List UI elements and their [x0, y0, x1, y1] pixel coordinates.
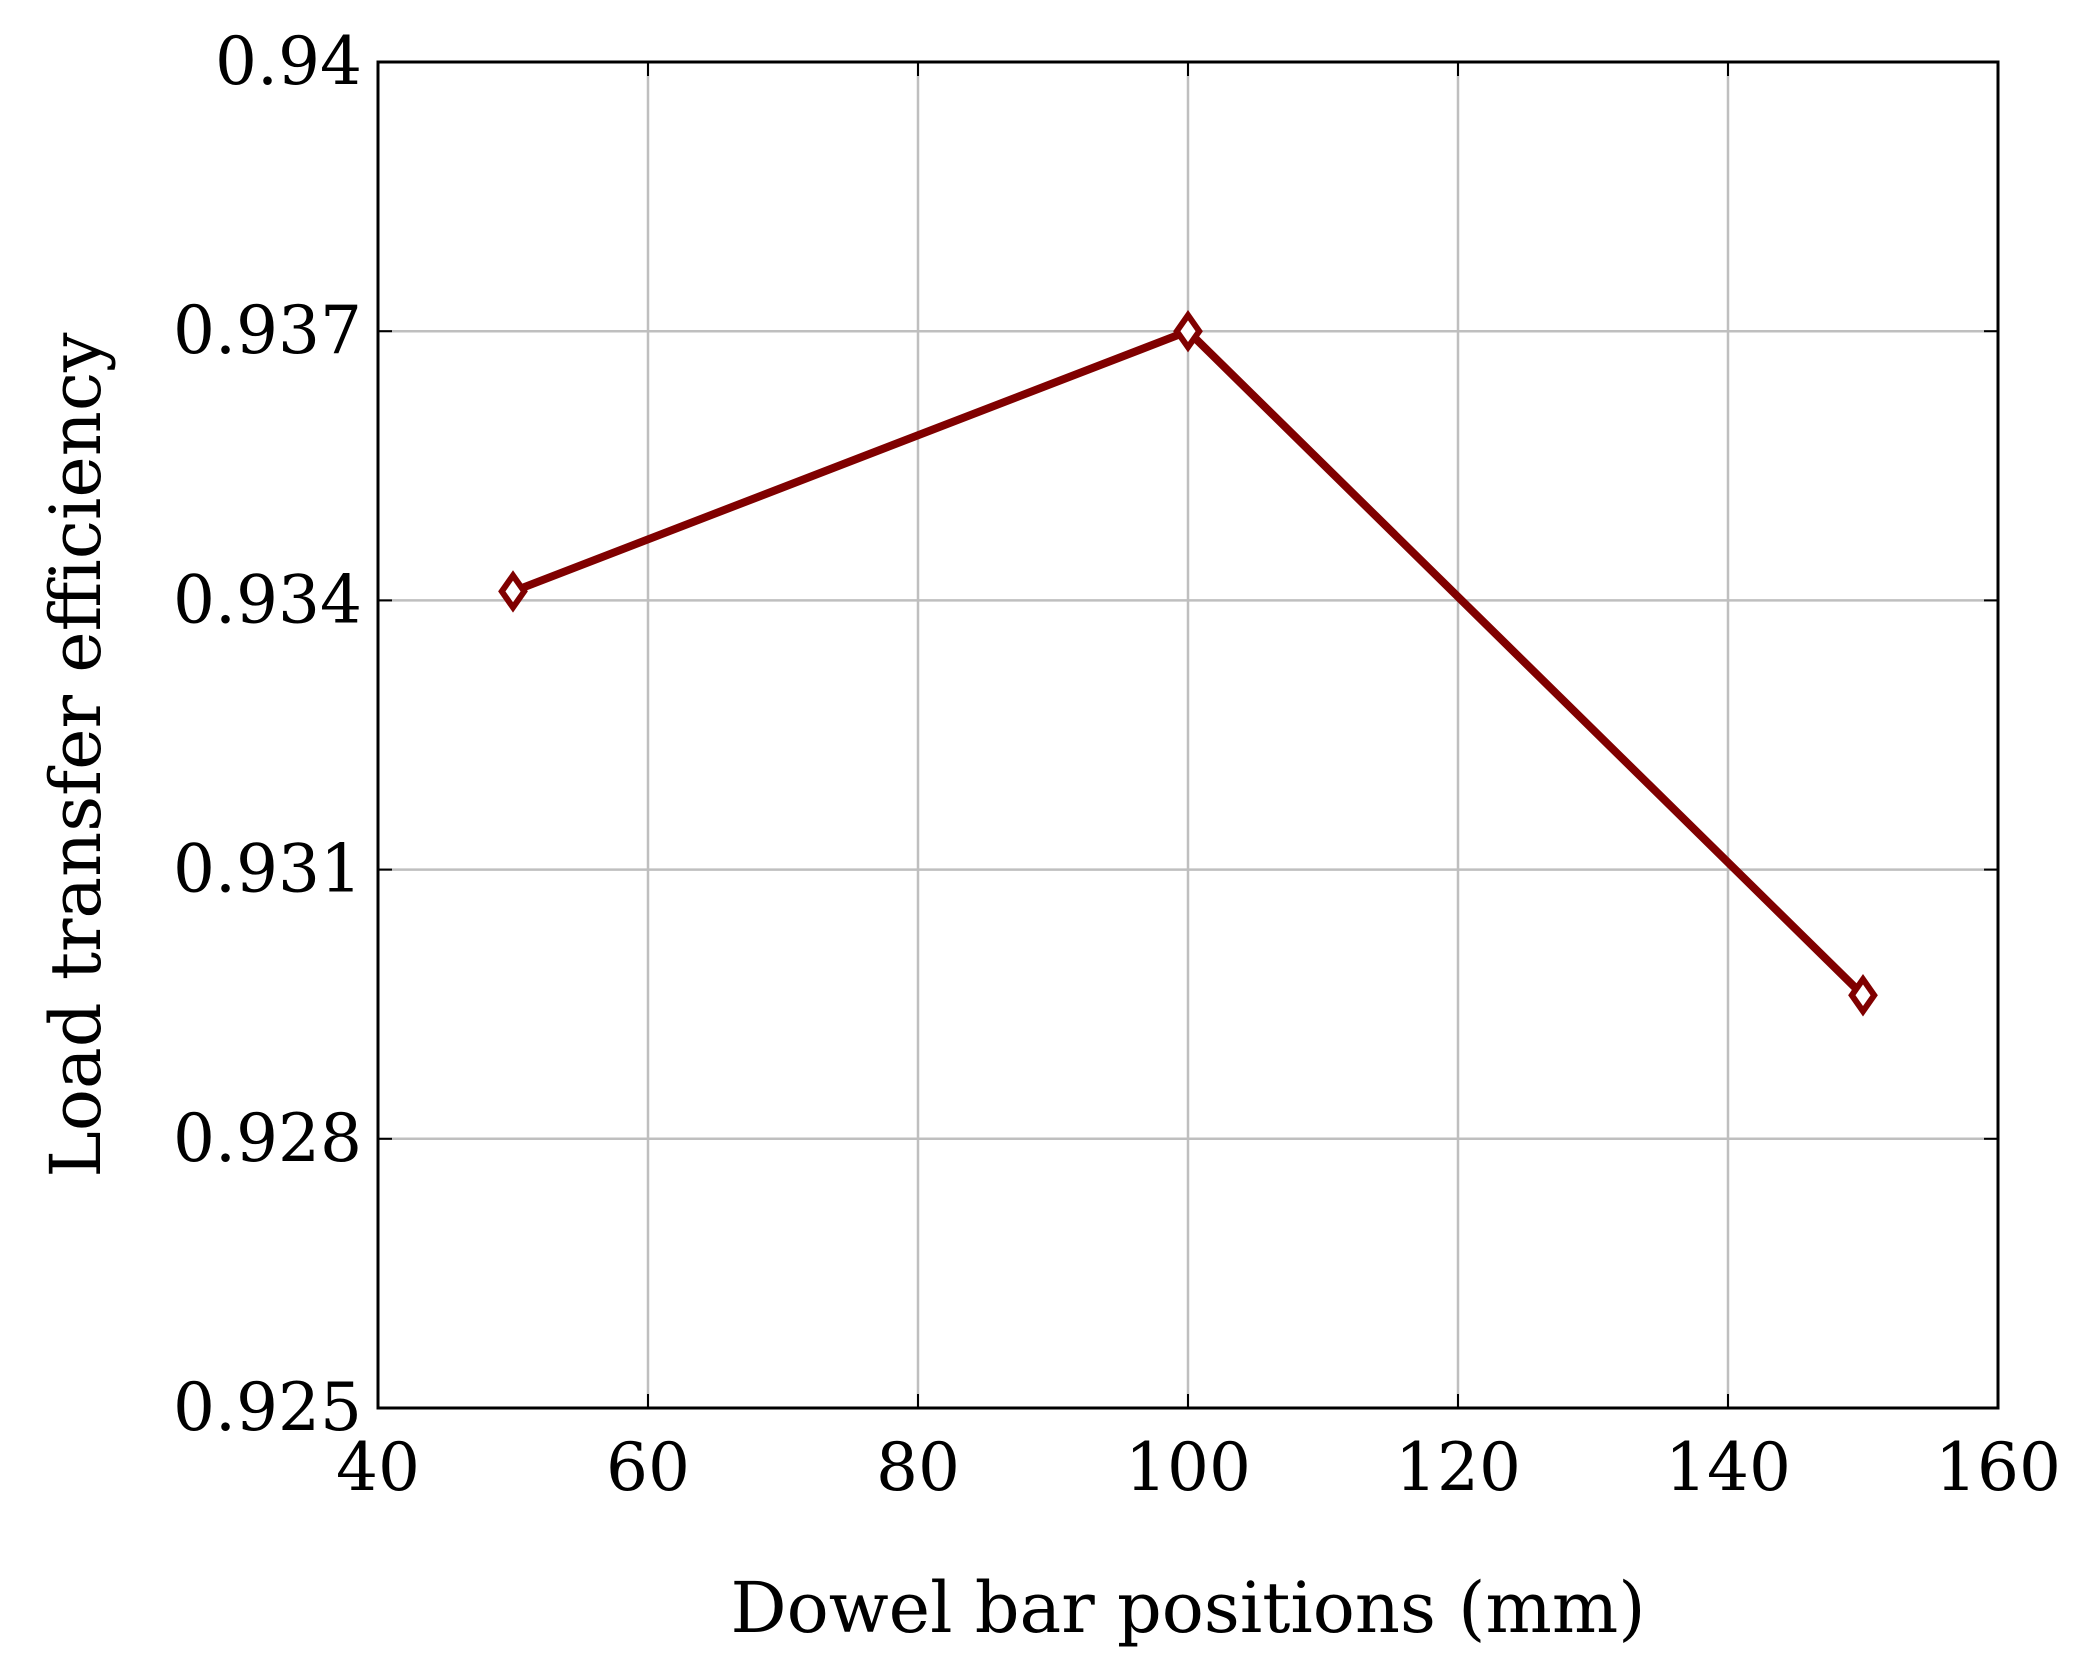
axis-ticks — [377, 61, 1999, 1409]
data-point-marker — [1173, 309, 1203, 353]
y-tick-label: 0.937 — [173, 292, 362, 369]
x-axis-title: Dowel bar positions (mm) — [730, 1567, 1645, 1649]
y-tick-label: 0.934 — [173, 561, 362, 638]
y-axis-title: Load transfer efficiency — [35, 332, 117, 1178]
grid — [378, 62, 1998, 1408]
data-point-marker — [498, 570, 528, 613]
y-tick-label: 0.925 — [173, 1369, 362, 1446]
series-layer — [498, 309, 1878, 1017]
x-tick-label: 140 — [1665, 1429, 1791, 1506]
x-tick-label: 60 — [606, 1429, 690, 1506]
x-tick-label: 80 — [876, 1429, 960, 1506]
y-tick-label: 0.931 — [173, 831, 362, 908]
x-tick-label: 100 — [1125, 1429, 1251, 1506]
y-tick-label: 0.94 — [215, 23, 362, 100]
data-point-marker — [1848, 973, 1878, 1017]
x-tick-labels: 40 60 80 100 120 140 160 — [336, 1429, 2061, 1506]
x-tick-label: 160 — [1935, 1429, 2061, 1506]
y-tick-label: 0.928 — [173, 1100, 362, 1177]
y-tick-labels: 0.925 0.928 0.931 0.934 0.937 0.94 — [173, 23, 362, 1446]
x-tick-label: 120 — [1395, 1429, 1521, 1506]
x-tick-label: 40 — [336, 1429, 420, 1506]
